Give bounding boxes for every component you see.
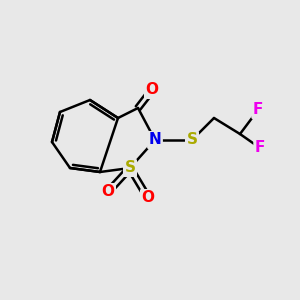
Text: F: F: [255, 140, 265, 155]
Text: O: O: [101, 184, 115, 200]
Text: O: O: [146, 82, 158, 98]
Text: F: F: [253, 103, 263, 118]
Text: N: N: [148, 133, 161, 148]
Text: O: O: [142, 190, 154, 206]
Text: S: S: [187, 133, 197, 148]
Text: S: S: [124, 160, 136, 175]
